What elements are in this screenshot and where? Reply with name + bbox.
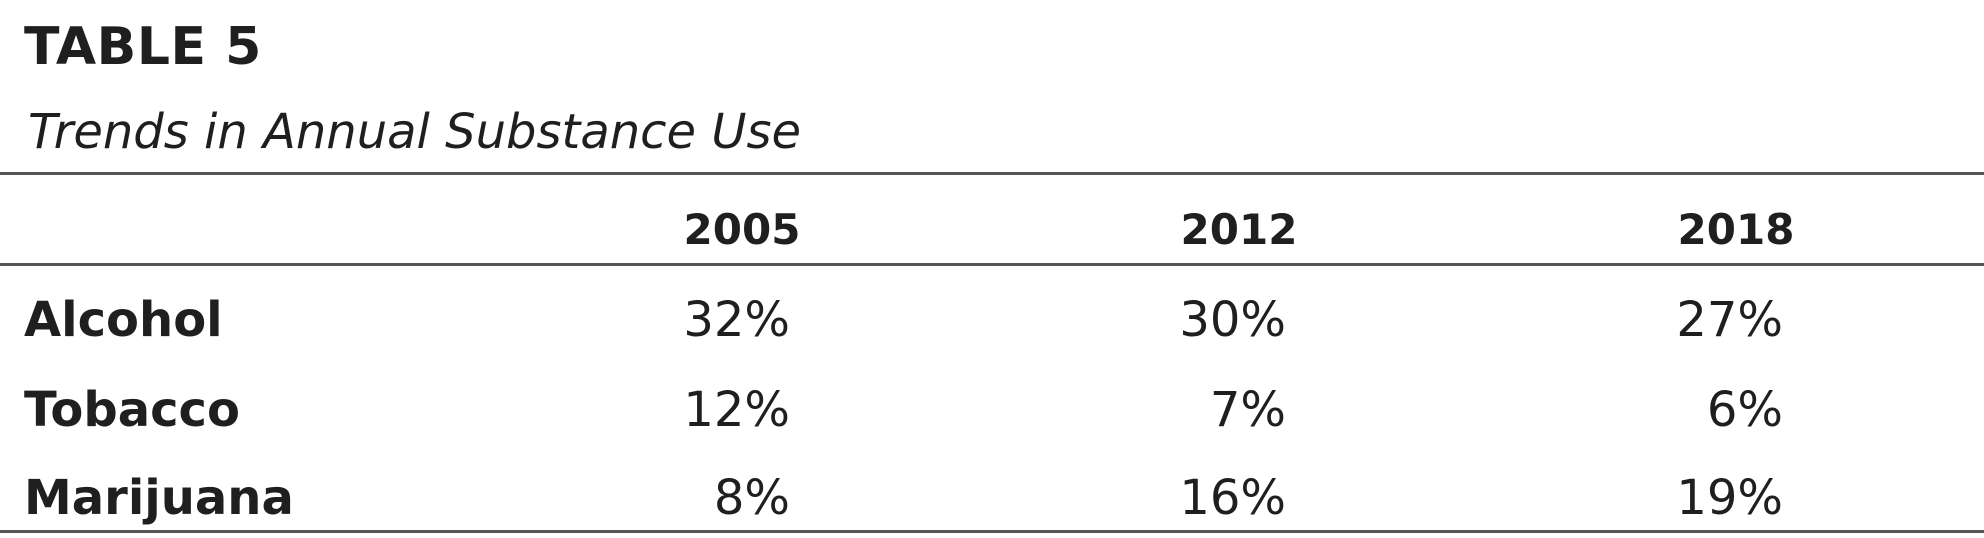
row-label-tobacco: Tobacco: [24, 382, 240, 438]
cell-tobacco-2005: 12%: [683, 382, 790, 438]
header-rule: [0, 263, 1984, 266]
row-label-alcohol: Alcohol: [24, 292, 223, 348]
cell-tobacco-2018: 6%: [1706, 382, 1783, 438]
table-title: Trends in Annual Substance Use: [28, 104, 802, 160]
table-label: TABLE 5: [24, 17, 262, 77]
row-label-marijuana: Marijuana: [24, 470, 294, 526]
cell-alcohol-2012: 30%: [1179, 292, 1286, 348]
bottom-rule: [0, 530, 1984, 533]
column-header-2012: 2012: [1180, 205, 1298, 254]
column-header-2018: 2018: [1677, 205, 1795, 254]
top-rule: [0, 172, 1984, 175]
cell-alcohol-2005: 32%: [683, 292, 790, 348]
cell-marijuana-2005: 8%: [713, 470, 790, 526]
cell-tobacco-2012: 7%: [1209, 382, 1286, 438]
column-header-2005: 2005: [683, 205, 801, 254]
cell-alcohol-2018: 27%: [1676, 292, 1783, 348]
cell-marijuana-2018: 19%: [1676, 470, 1783, 526]
cell-marijuana-2012: 16%: [1179, 470, 1286, 526]
